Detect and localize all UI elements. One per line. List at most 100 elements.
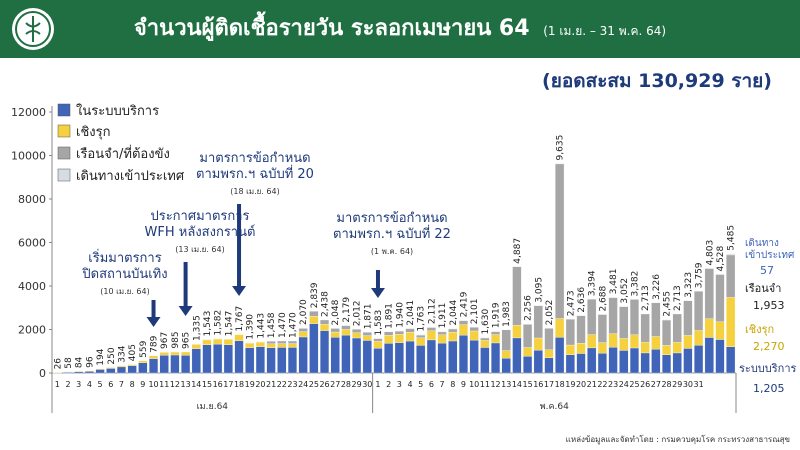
bar-total-label: 1,630 [481, 309, 491, 335]
x-tick-label: 17 [223, 380, 233, 389]
day31-prison-value: 1,953 [753, 299, 785, 312]
x-tick-label: 10 [469, 380, 479, 389]
bar-segment-prison [619, 306, 629, 339]
bar-total-label: 405 [128, 344, 138, 361]
bar-total-label: 1,335 [192, 315, 202, 341]
bar-segment-travel [213, 338, 223, 340]
bar-total-label: 1,543 [203, 311, 213, 337]
bar-segment-proactive [138, 360, 148, 363]
bar-segment-proactive [373, 341, 383, 349]
bar-total-label: 1,470 [278, 312, 288, 338]
bar-segment-prison [694, 291, 704, 331]
bar-total-label: 26 [53, 358, 63, 370]
x-tick-label: 2 [65, 380, 70, 389]
bar-segment-prison [629, 299, 640, 335]
bar-total-label: 967 [160, 332, 170, 349]
header-bar: จำนวนผู้ติดเชื้อรายวัน ระลอกเมษายน 64 (1… [0, 0, 800, 58]
bar-segment-system [245, 347, 255, 374]
bar-segment-prison [576, 315, 586, 344]
bar-segment-system [223, 344, 233, 374]
bar-segment-system [352, 337, 362, 374]
bar-total-label: 1,470 [288, 312, 298, 338]
x-tick-label: 20 [255, 380, 265, 389]
x-tick-label: 5 [418, 380, 423, 389]
bar-segment-travel [448, 328, 458, 330]
y-tick-label: 10000 [11, 150, 46, 163]
x-tick-label: 14 [191, 380, 201, 389]
bar-segment-travel [202, 339, 212, 341]
bar-total-label: 3,394 [588, 270, 598, 296]
annotation-date: (18 เม.ย. 64) [230, 187, 279, 196]
bar-segment-system [533, 349, 543, 374]
x-tick-label: 6 [108, 380, 113, 389]
bar-segment-system [319, 330, 330, 374]
bar-total-label: 96 [85, 356, 95, 368]
bar-segment-proactive [362, 335, 372, 341]
y-tick-label: 6000 [18, 237, 46, 250]
bar-segment-system [683, 348, 693, 374]
bar-segment-proactive [84, 370, 94, 372]
bar-segment-system [576, 353, 586, 374]
x-tick-label: 27 [330, 380, 340, 389]
bar-segment-prison [672, 313, 682, 343]
bar-segment-proactive [533, 337, 543, 351]
bar-segment-system [416, 345, 426, 374]
bar-segment-system [95, 369, 105, 374]
y-tick-label: 4000 [18, 280, 46, 293]
bar-total-label: 2,041 [406, 300, 416, 326]
bar-segment-system [490, 342, 501, 374]
x-tick-label: 1 [375, 380, 380, 389]
bar-total-label: 1,390 [246, 314, 256, 340]
bar-total-label: 1,583 [374, 310, 384, 336]
annotation-text: ประกาศมาตรการ [150, 209, 249, 224]
bar-total-label: 2,688 [598, 285, 608, 311]
day31-system-label: ระบบบริการ [739, 362, 797, 375]
bar-segment-system [672, 352, 682, 374]
bar-segment-system [694, 345, 704, 374]
bar-total-label: 2,636 [577, 287, 587, 313]
title-text: จำนวนผู้ติดเชื้อรายวัน ระลอกเมษายน 64 [133, 16, 530, 41]
bar-total-label: 1,547 [224, 311, 234, 337]
annotation-text: ตามพรก.ฯ ฉบับที่ 20 [196, 165, 314, 182]
bar-total-label: 1,443 [256, 313, 266, 339]
x-tick-label: 22 [597, 380, 607, 389]
bar-segment-proactive [330, 331, 340, 338]
bar-total-label: 2,713 [641, 285, 651, 311]
bar-segment-prison [661, 319, 672, 346]
bar-segment-system [330, 337, 340, 374]
bar-segment-system [191, 348, 201, 374]
annotation-text: ปิดสถานบันเทิง [81, 267, 167, 282]
bar-segment-system [405, 340, 415, 374]
bar-segment-proactive [319, 324, 330, 331]
data-source: แหล่งข้อมูลและจัดทำโดย : กรมควบคุมโรค กร… [565, 435, 790, 444]
bar-segment-proactive [576, 343, 586, 354]
bar-total-label: 985 [171, 331, 181, 348]
bar-total-label: 4,887 [513, 238, 523, 264]
bar-segment-travel [416, 334, 426, 336]
bar-segment-proactive [106, 367, 116, 369]
bar-segment-system [170, 354, 180, 374]
bar-segment-prison [555, 163, 565, 319]
bar-segment-system [277, 347, 287, 374]
bar-segment-system [587, 347, 597, 374]
bar-segment-prison [597, 314, 607, 343]
bar-segment-system [148, 358, 159, 374]
bar-segment-proactive [309, 316, 319, 324]
bar-segment-prison [309, 311, 319, 317]
page-title: จำนวนผู้ติดเชื้อรายวัน ระลอกเมษายน 64 (1… [0, 0, 800, 58]
x-tick-label: 23 [287, 380, 297, 389]
bar-segment-system [715, 339, 725, 374]
bar-segment-system [608, 347, 618, 374]
x-tick-label: 16 [213, 380, 223, 389]
bar-segment-prison [608, 297, 618, 334]
bar-segment-proactive [405, 332, 415, 342]
bar-segment-proactive [74, 371, 84, 372]
bar-segment-proactive [490, 334, 501, 344]
bar-segment-proactive [394, 334, 404, 343]
x-tick-label: 14 [512, 380, 522, 389]
bar-total-label: 1,582 [214, 310, 224, 336]
bar-segment-proactive [555, 318, 565, 338]
bar-segment-proactive [426, 330, 436, 341]
bar-total-label: 3,323 [684, 272, 694, 298]
bar-segment-proactive [352, 332, 362, 339]
